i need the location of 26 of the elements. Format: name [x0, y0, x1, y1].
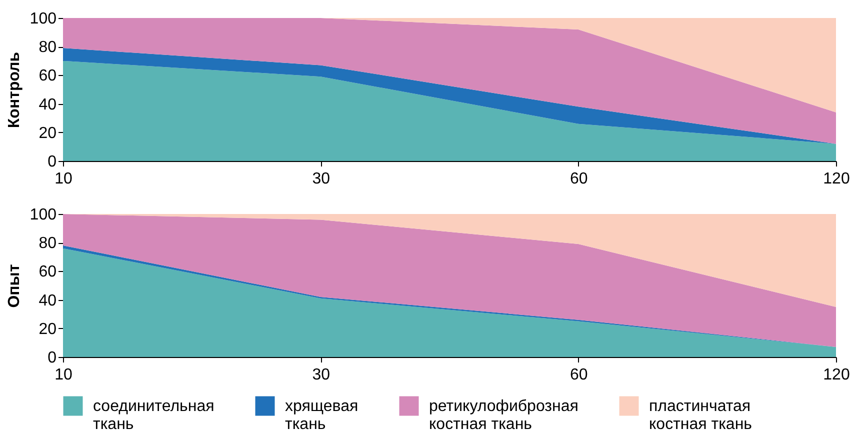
- legend-label: соединительная ткань: [93, 398, 214, 433]
- y-tick-label: 80: [38, 235, 57, 252]
- y-tick-label: 0: [48, 350, 57, 366]
- y-tick-label: 60: [38, 264, 57, 281]
- legend-label: ретикулофиброзная костная ткань: [429, 398, 578, 433]
- y-tick-label: 20: [38, 124, 57, 142]
- y-tick-label: 80: [38, 39, 57, 56]
- y-tick-label: 60: [38, 68, 57, 85]
- x-tick-label: 10: [54, 366, 72, 384]
- x-tick-label: 60: [570, 170, 588, 188]
- x-tick-label: 10: [54, 170, 72, 188]
- x-tick-label: 30: [312, 170, 330, 188]
- y-tick-label: 0: [48, 154, 57, 170]
- y-tick-label: 40: [38, 292, 57, 310]
- y-axis-title: Опыт: [6, 264, 23, 308]
- x-tick-label: 60: [570, 366, 588, 384]
- y-tick-label: 20: [38, 320, 57, 338]
- legend-label: пластинчатая костная ткань: [649, 398, 752, 433]
- y-tick-label: 100: [30, 10, 57, 28]
- x-tick-label: 120: [823, 170, 850, 188]
- legend-label: хрящевая ткань: [285, 398, 358, 433]
- x-tick-label: 30: [312, 366, 330, 384]
- y-axis-title: Контроль: [6, 52, 23, 128]
- y-tick-label: 100: [30, 206, 57, 224]
- x-tick-label: 120: [823, 366, 850, 384]
- y-tick-label: 40: [38, 96, 57, 114]
